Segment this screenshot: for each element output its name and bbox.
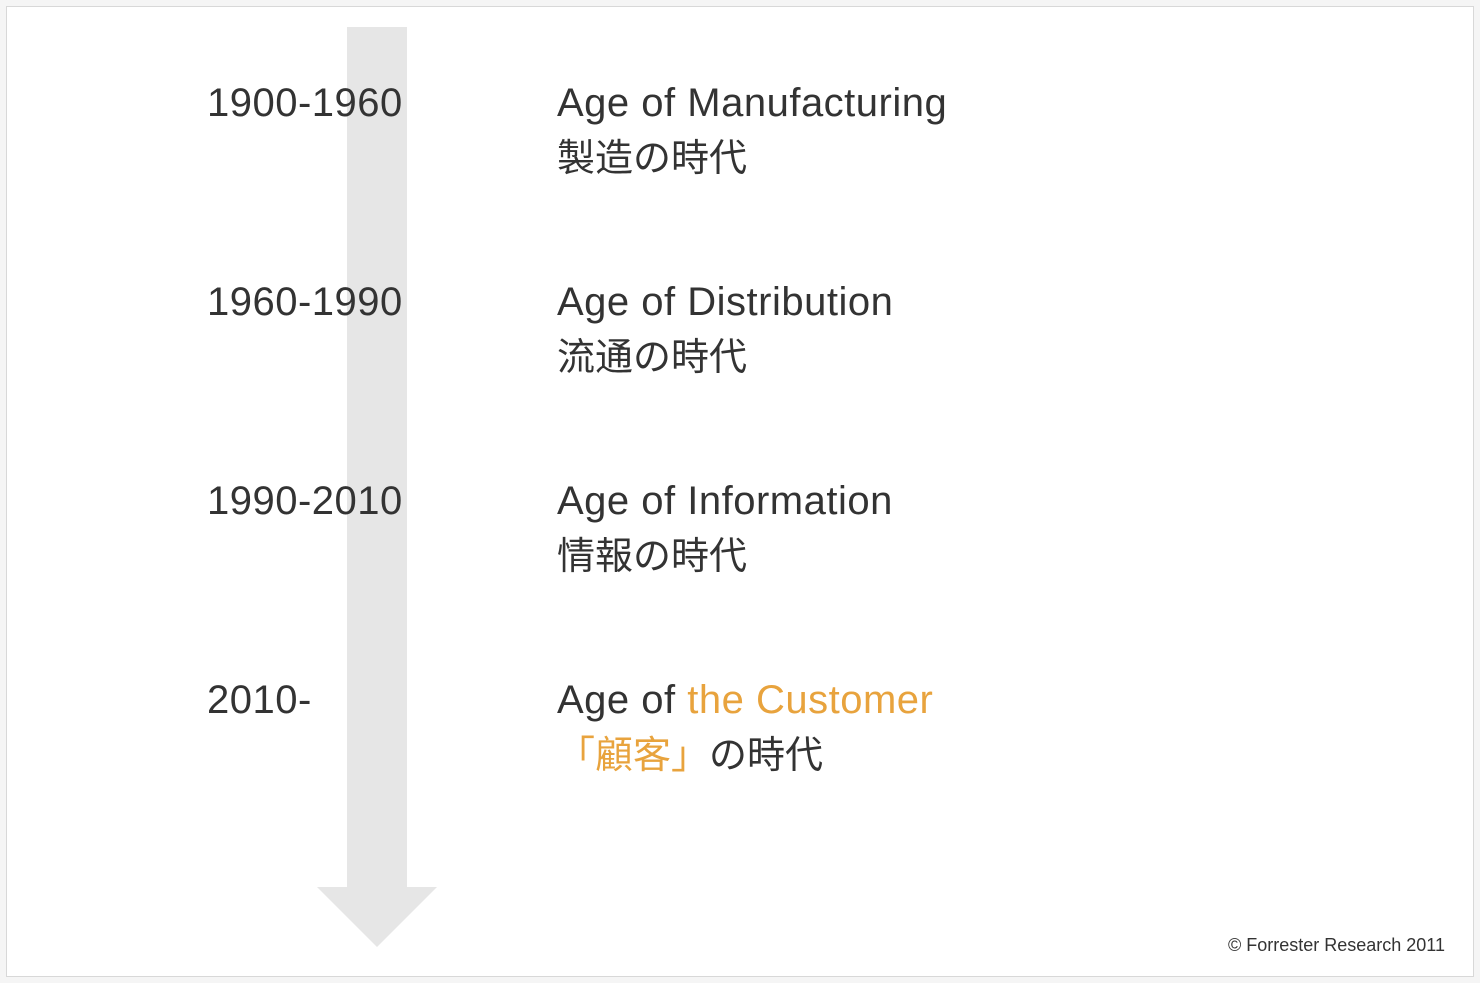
era-row: 1990-2010 Age of Information 情報の時代	[207, 475, 1307, 586]
credit-text: © Forrester Research 2011	[1228, 935, 1445, 956]
era-title-jp: 情報の時代	[557, 529, 1307, 586]
era-period: 1960-1990	[207, 276, 557, 328]
era-labels: Age of the Customer 「顧客」の時代	[557, 674, 1307, 785]
era-labels: Age of Information 情報の時代	[557, 475, 1307, 586]
era-row: 1900-1960 Age of Manufacturing 製造の時代	[207, 77, 1307, 188]
era-title-en: Age of Information	[557, 475, 1307, 527]
timeline-diagram: 1900-1960 Age of Manufacturing 製造の時代 196…	[6, 6, 1474, 977]
era-title-jp: 「顧客」の時代	[557, 728, 1307, 785]
era-title-jp: 製造の時代	[557, 131, 1307, 188]
era-row: 2010- Age of the Customer 「顧客」の時代	[207, 674, 1307, 785]
era-list: 1900-1960 Age of Manufacturing 製造の時代 196…	[207, 77, 1307, 785]
era-row: 1960-1990 Age of Distribution 流通の時代	[207, 276, 1307, 387]
era-period: 1990-2010	[207, 475, 557, 527]
era-title-en: Age of the Customer	[557, 674, 1307, 726]
era-labels: Age of Distribution 流通の時代	[557, 276, 1307, 387]
era-title-en: Age of Manufacturing	[557, 77, 1307, 129]
era-title-en: Age of Distribution	[557, 276, 1307, 328]
era-labels: Age of Manufacturing 製造の時代	[557, 77, 1307, 188]
arrow-head-icon	[317, 887, 437, 947]
era-period: 2010-	[207, 674, 557, 726]
era-period: 1900-1960	[207, 77, 557, 129]
era-title-jp: 流通の時代	[557, 330, 1307, 387]
